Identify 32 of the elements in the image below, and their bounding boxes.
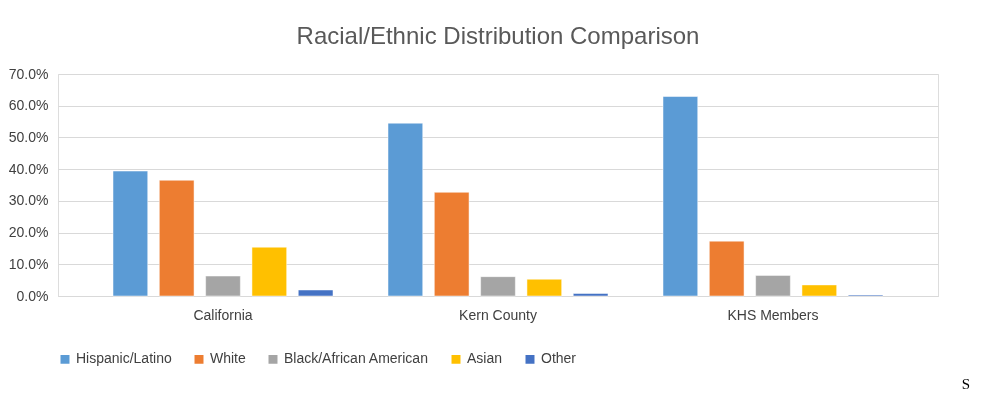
bar bbox=[526, 278, 562, 297]
y-tick-label: 0.0% bbox=[16, 287, 49, 304]
legend-label: Asian bbox=[467, 350, 503, 367]
bar bbox=[298, 289, 334, 297]
bar bbox=[801, 284, 837, 297]
bar bbox=[573, 293, 609, 297]
bar bbox=[387, 122, 423, 297]
legend-label: Other bbox=[541, 350, 577, 367]
text: S bbox=[961, 376, 970, 392]
y-tick-label: 40.0% bbox=[8, 160, 49, 177]
legend-label: White bbox=[210, 350, 246, 367]
legend-label: Black/African American bbox=[284, 350, 428, 367]
y-tick-label: 20.0% bbox=[8, 224, 49, 241]
y-tick-label: 10.0% bbox=[8, 255, 49, 272]
y-tick-label: 50.0% bbox=[8, 128, 49, 145]
bar bbox=[159, 179, 195, 297]
bar bbox=[755, 275, 791, 297]
x-tick-label: Kern County bbox=[459, 306, 537, 323]
bar bbox=[205, 275, 241, 297]
bar bbox=[112, 170, 148, 297]
chart-title: Racial/Ethnic Distribution Comparison bbox=[296, 22, 700, 49]
x-tick-label: KHS Members bbox=[727, 306, 819, 323]
y-tick-label: 70.0% bbox=[8, 65, 49, 82]
y-tick-label: 60.0% bbox=[8, 97, 49, 114]
bar bbox=[480, 276, 516, 297]
y-tick-label: 30.0% bbox=[8, 192, 49, 209]
legend-label: Hispanic/Latino bbox=[76, 350, 172, 367]
bar bbox=[709, 240, 745, 297]
bar bbox=[662, 96, 698, 297]
bar bbox=[434, 192, 470, 297]
x-tick-label: California bbox=[193, 306, 253, 323]
bar bbox=[251, 246, 287, 297]
